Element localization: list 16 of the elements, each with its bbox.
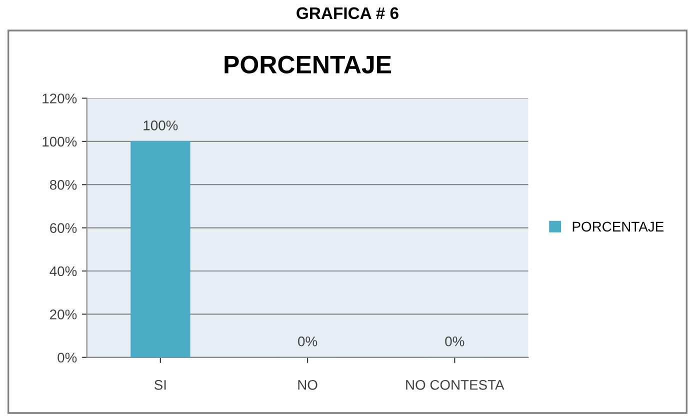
x-tick-label: NO [298, 380, 318, 390]
data-label: 0% [445, 336, 464, 346]
y-tick-label: 120% [42, 94, 77, 104]
data-label: 100% [144, 120, 178, 130]
y-tick-label: 100% [42, 136, 77, 147]
y-tick-label: 20% [50, 310, 77, 320]
x-tick-label: SI [154, 380, 166, 390]
y-tick-label: 0% [58, 352, 77, 363]
text: GRAFICA # 6 [296, 7, 398, 20]
y-tick-label: 80% [50, 180, 77, 190]
y-tick-label: 40% [50, 266, 77, 276]
legend-label: PORCENTAJE [572, 222, 664, 232]
data-label: 0% [298, 336, 318, 346]
chart-title: PORCENTAJE [224, 56, 392, 74]
x-tick-label: NO CONTESTA [406, 380, 504, 390]
y-tick-label: 60% [50, 223, 77, 233]
